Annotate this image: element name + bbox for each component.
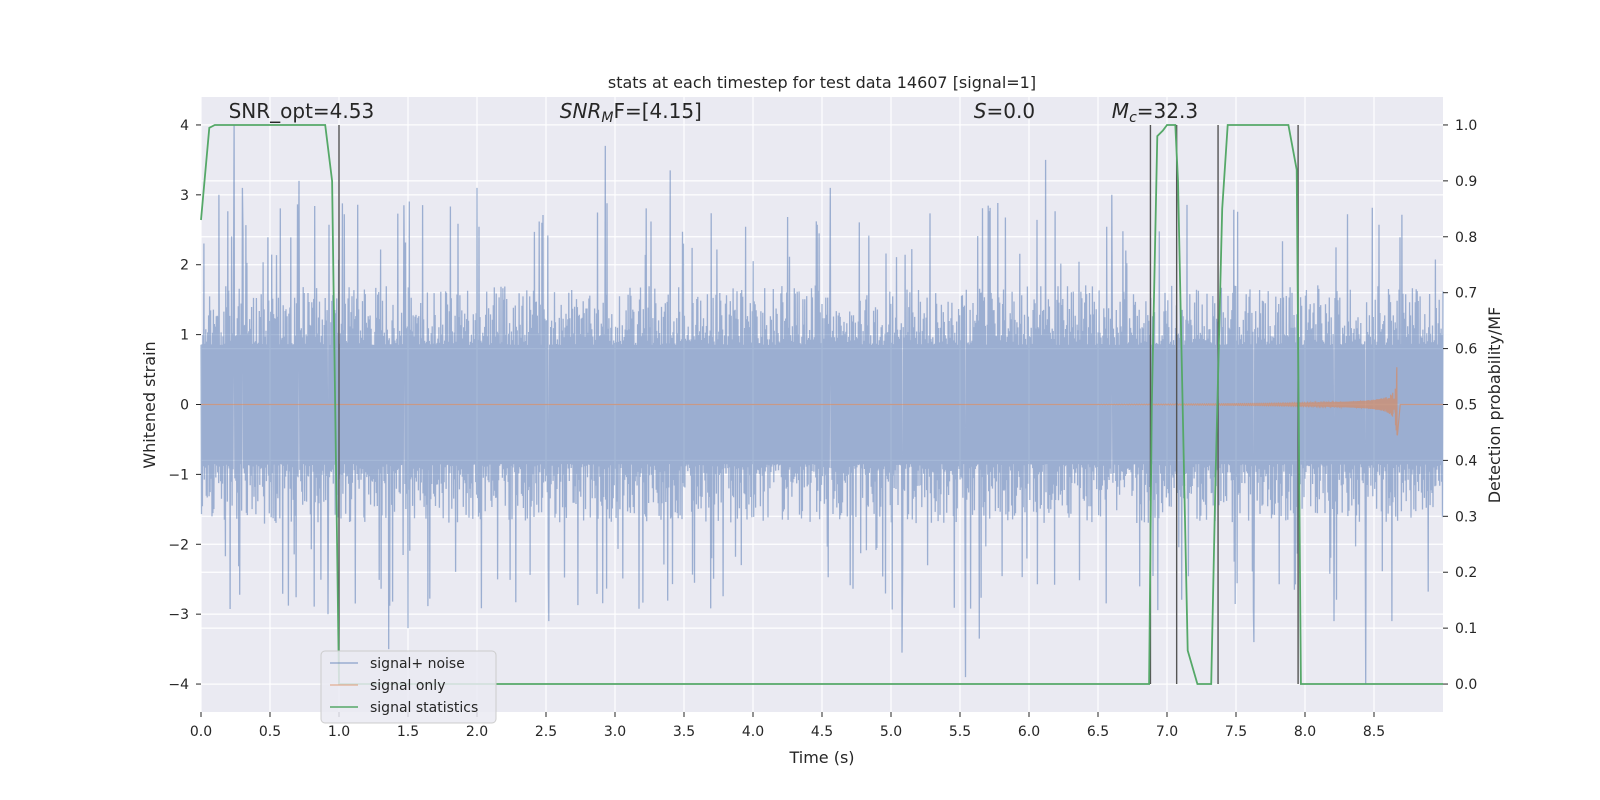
x-axis-label: Time (s) <box>788 748 854 767</box>
signal-trace <box>201 367 1443 436</box>
x-tick-label-0: 0.0 <box>190 724 212 740</box>
x-tick-label-5: 2.5 <box>535 724 557 740</box>
series-signal-noise <box>200 124 1444 685</box>
series-signal-only <box>201 367 1443 436</box>
y2-tick-label-6: 0.6 <box>1455 342 1477 358</box>
y-tick-label-7: 3 <box>180 188 189 204</box>
annotations: SNR_opt=4.53 SNRMF=[4.15] S=0.0 Mc=32.3 <box>229 99 1198 126</box>
y-tick-label-3: −1 <box>168 467 189 483</box>
y2-tick-label-4: 0.4 <box>1455 453 1477 469</box>
y-tick-label-1: −3 <box>168 607 189 623</box>
y-tick-label-5: 1 <box>180 328 189 344</box>
annotation-3: Mc=32.3 <box>1112 99 1198 126</box>
annotation-2: S=0.0 <box>974 99 1035 123</box>
legend-label-signal-only: signal only <box>370 678 445 694</box>
x-tick-label-1: 0.5 <box>259 724 281 740</box>
x-tick-label-3: 1.5 <box>397 724 419 740</box>
x-tick-label-8: 4.0 <box>742 724 764 740</box>
y2-tick-label-3: 0.3 <box>1455 509 1477 525</box>
x-tick-label-16: 8.0 <box>1294 724 1316 740</box>
y2-tick-label-7: 0.7 <box>1455 286 1477 302</box>
statistics-trace <box>200 124 1443 685</box>
y2-axis-label: Detection probability/MF <box>1485 307 1504 504</box>
x-tick-label-6: 3.0 <box>604 724 626 740</box>
x-tick-label-4: 2.0 <box>466 724 488 740</box>
x-tick-label-14: 7.0 <box>1156 724 1178 740</box>
x-tick-label-11: 5.5 <box>949 724 971 740</box>
x-tick-label-12: 6.0 <box>1018 724 1040 740</box>
y2-tick-label-1: 0.1 <box>1455 621 1477 637</box>
legend-label-signal-noise: signal+ noise <box>370 656 465 672</box>
x-tick-label-7: 3.5 <box>673 724 695 740</box>
y2-tick-label-9: 0.9 <box>1455 174 1477 190</box>
noise-trace <box>200 124 1444 685</box>
y-tick-label-2: −2 <box>168 537 189 553</box>
annotation-0: SNR_opt=4.53 <box>229 99 375 123</box>
x-tick-label-9: 4.5 <box>811 724 833 740</box>
x-tick-label-17: 8.5 <box>1363 724 1385 740</box>
y2-tick-label-10: 1.0 <box>1455 118 1477 134</box>
legend-box <box>320 650 497 724</box>
x-tick-label-10: 5.0 <box>880 724 902 740</box>
y-tick-label-0: −4 <box>168 677 189 693</box>
y-tick-label-6: 2 <box>180 258 189 274</box>
legend: signal+ noise signal only signal statist… <box>320 650 497 724</box>
y2-tick-label-0: 0.0 <box>1455 677 1477 693</box>
y-axis-label: Whitened strain <box>140 341 159 468</box>
chart-title: stats at each timestep for test data 146… <box>608 73 1036 92</box>
x-axis-ticks: 0.0 0.5 1.0 1.5 2.0 2.5 3.0 3.5 4.0 4.5 5.0 5.5 6.0 6… <box>190 712 1385 740</box>
series-signal-statistics <box>200 124 1443 685</box>
y2-tick-label-2: 0.2 <box>1455 565 1477 581</box>
y2-axis-ticks: 0.0 0.1 0.2 0.3 0.4 0.5 0.6 0.7 0.8 0.9 1.0 <box>1443 118 1477 693</box>
annotation-1: SNRMF=[4.15] <box>560 99 702 126</box>
x-tick-label-13: 6.5 <box>1087 724 1109 740</box>
y-tick-label-8: 4 <box>180 118 189 134</box>
y2-tick-label-5: 0.5 <box>1455 398 1477 414</box>
x-tick-label-15: 7.5 <box>1225 724 1247 740</box>
y2-tick-label-8: 0.8 <box>1455 230 1477 246</box>
y-axis-ticks: −4 −3 −2 −1 0 1 2 3 4 <box>168 118 201 693</box>
y-tick-label-4: 0 <box>180 398 189 414</box>
x-tick-label-2: 1.0 <box>328 724 350 740</box>
legend-label-signal-statistics: signal statistics <box>370 700 478 716</box>
